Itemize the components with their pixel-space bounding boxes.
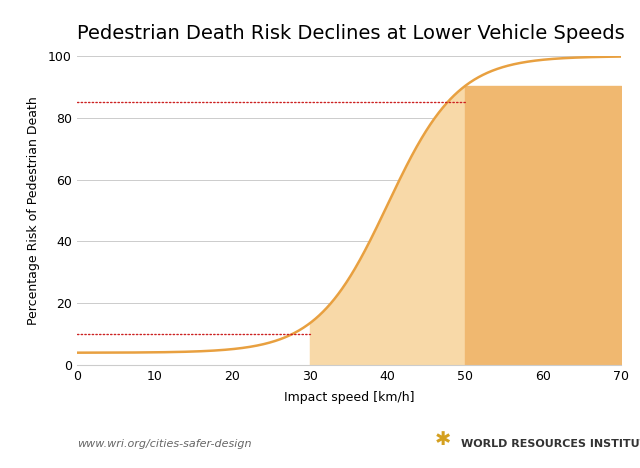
- Text: WORLD RESOURCES INSTITUTE: WORLD RESOURCES INSTITUTE: [461, 439, 640, 449]
- Y-axis label: Percentage Risk of Pedestrian Death: Percentage Risk of Pedestrian Death: [27, 96, 40, 325]
- X-axis label: Impact speed [km/h]: Impact speed [km/h]: [284, 391, 414, 404]
- Text: ✱: ✱: [435, 430, 452, 449]
- Text: www.wri.org/cities-safer-design: www.wri.org/cities-safer-design: [77, 439, 252, 449]
- Text: Pedestrian Death Risk Declines at Lower Vehicle Speeds: Pedestrian Death Risk Declines at Lower …: [77, 24, 625, 44]
